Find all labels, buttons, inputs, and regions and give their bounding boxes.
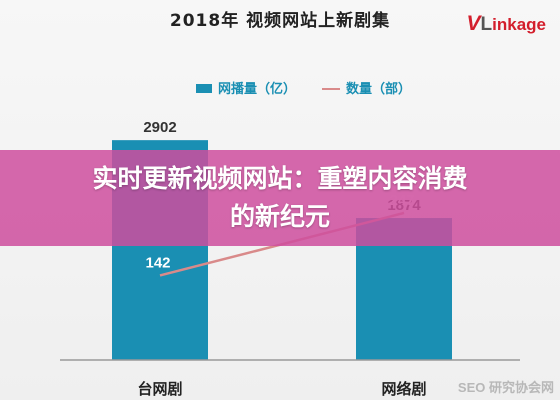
article-title: 实时更新视频网站：重塑内容消费 的新纪元 bbox=[40, 160, 520, 236]
line-value-label-1: 142 bbox=[145, 254, 170, 271]
category-label-2: 网络剧 bbox=[381, 380, 426, 398]
chart-title: 2018年 视频网站上新剧集 bbox=[169, 11, 391, 31]
legend-label-bar: 网播量（亿） bbox=[218, 81, 296, 97]
legend-label-line: 数量（部） bbox=[346, 81, 411, 97]
legend-swatch-bar bbox=[196, 84, 212, 93]
category-label-1: 台网剧 bbox=[137, 380, 182, 398]
vlinkage-logo: VLinkage bbox=[467, 12, 546, 36]
article-title-line-1: 实时更新视频网站：重塑内容消费 bbox=[92, 164, 468, 193]
article-title-line-2: 的新纪元 bbox=[229, 202, 330, 231]
logo-rest: inkage bbox=[492, 15, 546, 34]
logo-v: V bbox=[466, 12, 481, 35]
article-title-banner bbox=[0, 150, 560, 246]
logo-l: L bbox=[480, 14, 493, 35]
bar-value-label-1: 2902 bbox=[143, 119, 176, 136]
watermark: SEO 研究协会网 bbox=[457, 380, 554, 395]
